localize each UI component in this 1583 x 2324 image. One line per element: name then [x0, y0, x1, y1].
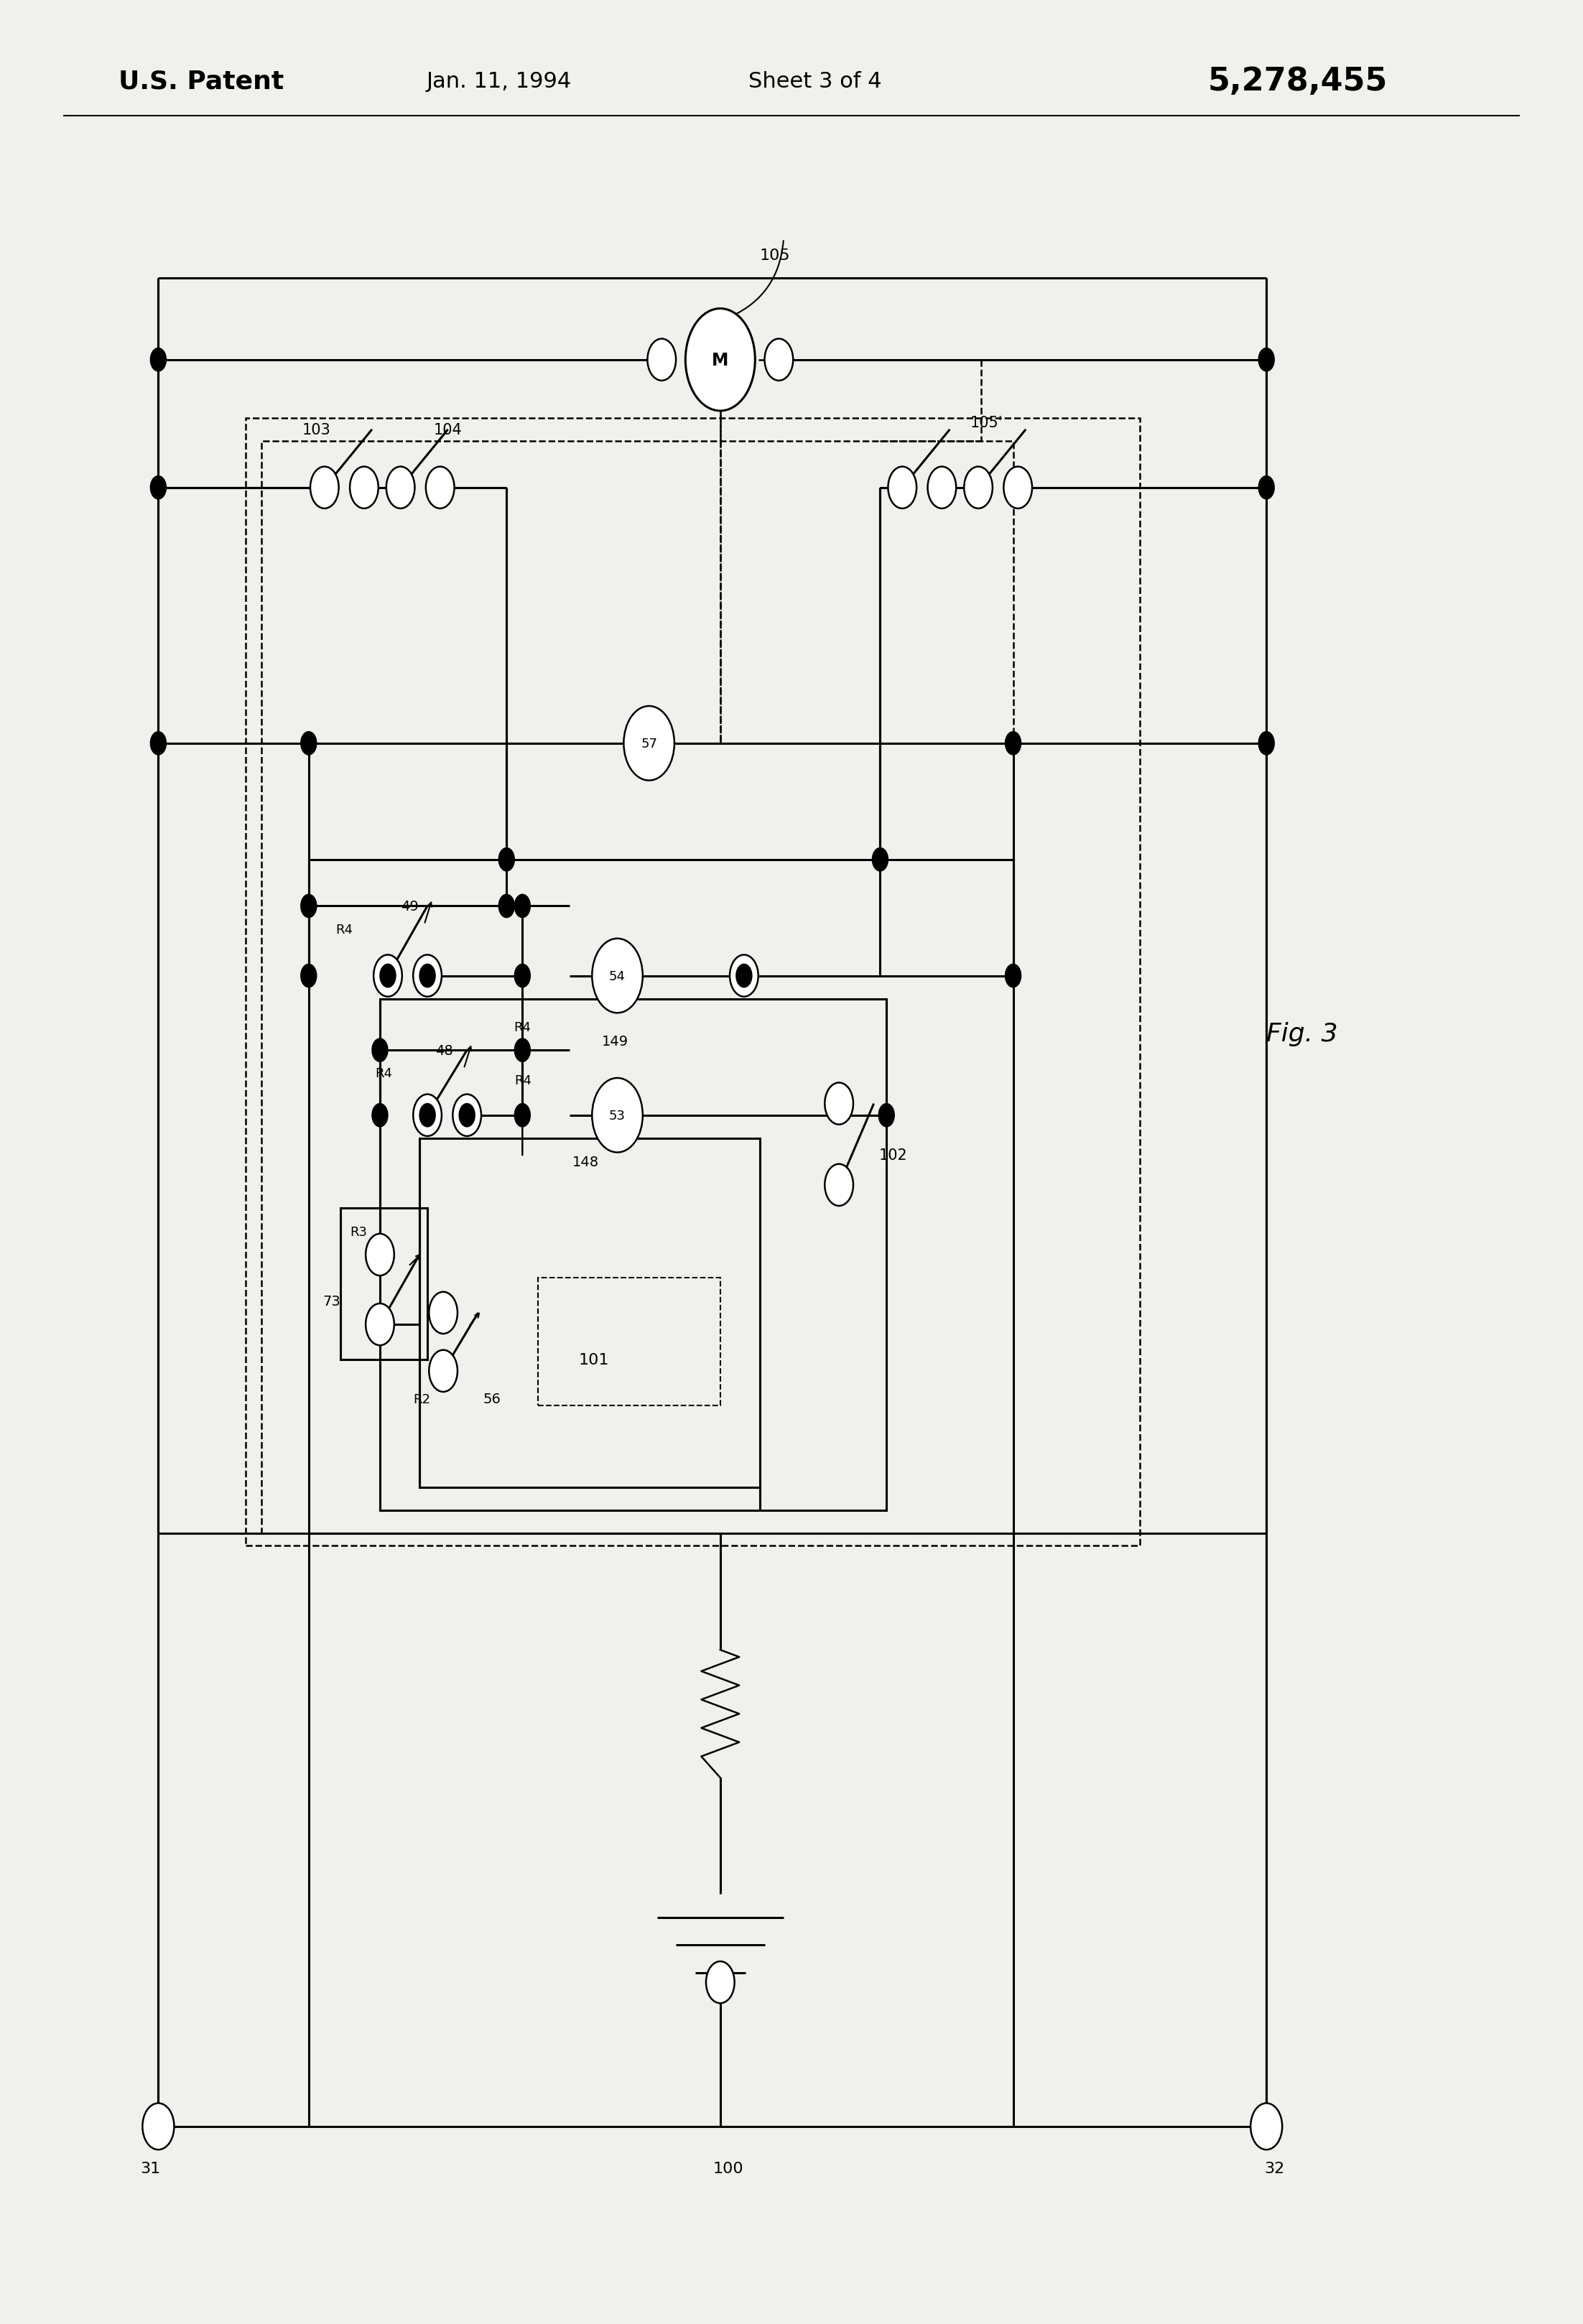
Circle shape	[514, 1104, 530, 1127]
Circle shape	[419, 964, 435, 988]
Text: U.S. Patent: U.S. Patent	[119, 70, 283, 93]
Circle shape	[310, 467, 339, 509]
Circle shape	[413, 1095, 442, 1136]
Text: 53: 53	[609, 1109, 625, 1122]
Text: 48: 48	[435, 1043, 453, 1057]
Circle shape	[592, 939, 643, 1013]
Circle shape	[419, 1104, 435, 1127]
Circle shape	[350, 467, 378, 509]
Text: Jan. 11, 1994: Jan. 11, 1994	[426, 72, 571, 91]
Circle shape	[386, 467, 415, 509]
Text: M: M	[712, 351, 728, 370]
Circle shape	[301, 964, 317, 988]
Circle shape	[374, 955, 402, 997]
Circle shape	[624, 706, 674, 781]
Text: R3: R3	[350, 1225, 367, 1239]
Text: R4: R4	[514, 1074, 532, 1088]
Circle shape	[1005, 732, 1021, 755]
Circle shape	[429, 1292, 457, 1334]
Circle shape	[825, 1083, 853, 1125]
Circle shape	[879, 1104, 894, 1127]
Circle shape	[592, 1078, 643, 1153]
Text: 49: 49	[400, 899, 418, 913]
Circle shape	[413, 955, 442, 997]
Text: 73: 73	[323, 1294, 340, 1308]
Circle shape	[150, 349, 166, 372]
Text: R2: R2	[413, 1392, 431, 1406]
Circle shape	[453, 1095, 481, 1136]
Text: 105: 105	[760, 249, 790, 263]
Bar	[419, 1139, 760, 1487]
Circle shape	[366, 1234, 394, 1276]
Text: 32: 32	[1265, 2161, 1284, 2175]
Text: 105': 105'	[970, 416, 1002, 430]
Text: 101: 101	[578, 1353, 609, 1367]
Circle shape	[1005, 964, 1021, 988]
Text: Sheet 3 of 4: Sheet 3 of 4	[749, 72, 882, 91]
Circle shape	[372, 1039, 388, 1062]
Text: R4: R4	[375, 1067, 393, 1081]
Text: 149: 149	[602, 1034, 628, 1048]
Bar	[245, 418, 1140, 1545]
Circle shape	[1258, 732, 1274, 755]
Bar	[380, 999, 886, 1511]
Circle shape	[647, 339, 676, 381]
Text: 102: 102	[879, 1148, 907, 1162]
Circle shape	[301, 732, 317, 755]
Text: 57: 57	[641, 737, 657, 751]
Bar	[340, 1208, 427, 1360]
Circle shape	[1258, 349, 1274, 372]
Circle shape	[514, 1039, 530, 1062]
Text: 54: 54	[609, 969, 625, 983]
Circle shape	[426, 467, 454, 509]
Circle shape	[301, 895, 317, 918]
Circle shape	[1251, 2103, 1282, 2150]
Text: R4: R4	[514, 1020, 530, 1034]
Circle shape	[459, 1104, 475, 1127]
Text: 56: 56	[483, 1392, 500, 1406]
Circle shape	[1004, 467, 1032, 509]
Circle shape	[429, 1350, 457, 1392]
Circle shape	[964, 467, 993, 509]
Circle shape	[366, 1304, 394, 1346]
Text: 148: 148	[573, 1155, 598, 1169]
Text: 100: 100	[712, 2161, 744, 2175]
Circle shape	[825, 1164, 853, 1206]
Circle shape	[499, 895, 514, 918]
Circle shape	[706, 1961, 735, 2003]
Circle shape	[736, 964, 752, 988]
Circle shape	[1258, 476, 1274, 500]
Circle shape	[150, 476, 166, 500]
Circle shape	[730, 955, 758, 997]
Circle shape	[872, 848, 888, 872]
Circle shape	[514, 895, 530, 918]
Circle shape	[888, 467, 917, 509]
Bar	[309, 860, 1013, 1534]
Text: 5,278,455: 5,278,455	[1208, 65, 1388, 98]
Circle shape	[514, 964, 530, 988]
Circle shape	[372, 1104, 388, 1127]
Text: 31: 31	[141, 2161, 160, 2175]
Text: 103: 103	[302, 423, 331, 437]
Text: R4: R4	[336, 923, 353, 937]
Bar	[538, 1278, 720, 1406]
Bar	[261, 442, 1013, 1534]
Text: 104: 104	[434, 423, 462, 437]
Circle shape	[142, 2103, 174, 2150]
Circle shape	[499, 848, 514, 872]
Circle shape	[928, 467, 956, 509]
Circle shape	[150, 732, 166, 755]
Text: Fig. 3: Fig. 3	[1266, 1023, 1338, 1046]
Circle shape	[765, 339, 793, 381]
Circle shape	[380, 964, 396, 988]
Circle shape	[685, 309, 755, 411]
